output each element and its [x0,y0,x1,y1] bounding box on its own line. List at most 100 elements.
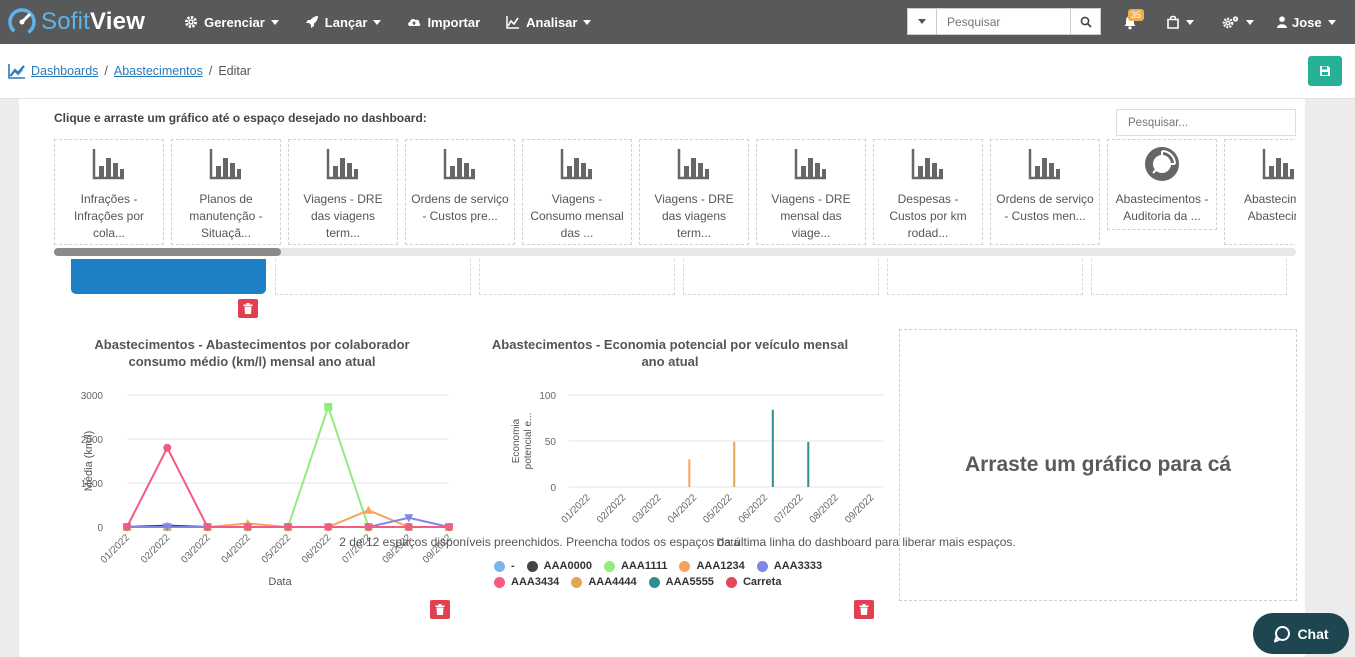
x-tick-label: 05/2022 [701,492,735,526]
legend-item[interactable]: Carreta [725,576,781,588]
library-scrollbar-thumb[interactable] [54,248,281,256]
library-chart-card[interactable]: Viagens - DRE mensal das viage... [756,139,866,245]
bar [807,441,810,487]
kpi-widget[interactable] [71,259,266,294]
bar [688,459,691,487]
legend-label: AAA3434 [511,576,560,588]
series-line [127,403,449,528]
nav-analisar[interactable]: Analisar [493,0,604,44]
chat-button[interactable]: Chat [1253,613,1349,654]
legend-label: AAA0000 [543,560,592,572]
library-chart-card[interactable]: Ordens de serviço - Custos men... [990,139,1100,245]
delete-widget-button[interactable] [238,299,258,318]
y-tick-label: 100 [539,391,556,402]
chat-label: Chat [1297,625,1329,642]
breadcrumb-dashboards[interactable]: Dashboards [31,64,99,78]
nav-importar-label: Importar [427,14,481,30]
chart-drop-zone[interactable]: Arraste um gráfico para cá [899,329,1297,601]
search-filter-dropdown[interactable] [907,8,937,35]
data-point [163,443,172,452]
library-chart-card[interactable]: Viagens - DRE das viagens term... [288,139,398,245]
x-tick-label: 04/2022 [666,492,700,526]
legend-marker [526,560,538,572]
search-icon [1080,16,1092,28]
legend-row: AAA3434 AAA4444 AAA5555 Carreta [494,574,894,590]
library-chart-card[interactable]: Viagens - Consumo mensal das ... [522,139,632,245]
legend-marker [494,576,505,588]
empty-slot [1091,259,1287,295]
x-axis-label: Data [716,537,740,549]
library-chart-card[interactable]: Ordens de serviço - Custos pre... [405,139,515,245]
dashboard-editor-panel: Clique e arraste um gráfico até o espaço… [19,99,1305,657]
library-chart-card[interactable]: Infrações - Infrações por cola... [54,139,164,245]
breadcrumb-separator: / [104,64,108,78]
nav-importar[interactable]: Importar [394,0,493,44]
library-chart-card[interactable]: Despesas - Custos por km rodad... [873,139,983,245]
data-point [243,523,252,531]
legend-item[interactable]: AAA4444 [571,576,637,588]
chevron-down-icon [270,19,279,25]
tasks-menu[interactable] [1166,0,1194,44]
legend-item[interactable]: AAA1234 [679,560,745,572]
logo[interactable]: SofitView [7,0,145,44]
chevron-down-icon [1246,19,1254,25]
y-axis-label: Economiapotencial e... [511,413,534,470]
legend-item[interactable]: AAA3434 [494,576,559,588]
legend-marker [648,576,660,588]
rocket-icon [305,16,318,28]
empty-slot [479,259,675,295]
library-chart-card[interactable]: Viagens - DRE das viagens term... [639,139,749,245]
library-card-label: Ordens de serviço - Custos pre... [411,192,509,223]
library-chart-card[interactable]: Abastecime - Abastecime [1224,139,1296,245]
library-card-label: Despesas - Custos por km rodad... [889,192,967,240]
slots-status-note: 2 de 12 espaços disponíveis preenchidos.… [339,535,1016,549]
cloud-upload-icon [408,18,421,26]
pie-chart-icon [1145,147,1179,181]
y-axis-label: Média (km/l) [83,431,95,492]
notifications-button[interactable]: 35 [1116,0,1146,44]
legend-item[interactable]: AAA3333 [756,560,823,572]
data-point [162,523,172,532]
chart2-title: Abastecimentos - Economia potencial por … [491,337,849,369]
breadcrumb-abastecimentos[interactable]: Abastecimentos [113,64,203,78]
legend-item[interactable]: AAA0000 [526,560,592,572]
x-tick-label: 09/2022 [843,492,877,526]
library-card-label: Abastecime - Abastecime [1243,192,1296,223]
delete-widget-button[interactable] [854,600,874,619]
search-button[interactable] [1071,8,1101,35]
library-instruction: Clique e arraste um gráfico até o espaço… [54,111,427,125]
y-tick-label: 2000 [81,435,104,446]
legend-label: AAA5555 [665,576,714,588]
data-point [445,523,453,531]
chart-library: Infrações - Infrações por cola... Planos … [54,139,1296,257]
legend-item[interactable]: - [494,560,515,572]
x-axis-label: Data [268,576,292,588]
legend-label: AAA3333 [773,560,823,572]
save-button[interactable] [1308,56,1342,86]
logo-text: SofitView [41,8,146,35]
bar-chart-icon [1028,149,1060,180]
settings-menu[interactable] [1222,0,1254,44]
legend-marker [756,560,768,572]
library-card-label: Ordens de serviço - Custos men... [996,192,1094,223]
nav-gerenciar[interactable]: Gerenciar [171,0,292,44]
chevron-down-icon [373,19,382,25]
top-navbar: SofitView Gerenciar Lançar Importar Anal… [0,0,1355,44]
notifications-badge: 35 [1128,9,1145,21]
legend-marker [494,560,505,572]
x-tick-label: 02/2022 [595,492,629,526]
empty-slot [275,259,471,295]
nav-lancar[interactable]: Lançar [292,0,395,44]
bar-chart-icon [326,149,358,180]
library-scrollbar[interactable] [54,248,1296,256]
empty-slot [887,259,1083,295]
legend-item[interactable]: AAA1111 [603,560,667,572]
legend-item[interactable]: AAA5555 [648,576,714,588]
library-chart-card[interactable]: Abastecimentos - Auditoria da ... [1107,139,1217,230]
trash-icon [243,303,253,314]
library-chart-card[interactable]: Planos de manutenção - Situaçã... [171,139,281,245]
delete-widget-button[interactable] [430,600,450,619]
user-menu[interactable]: Jose [1277,0,1336,44]
library-search-input[interactable] [1116,109,1296,136]
global-search-input[interactable] [937,8,1071,35]
